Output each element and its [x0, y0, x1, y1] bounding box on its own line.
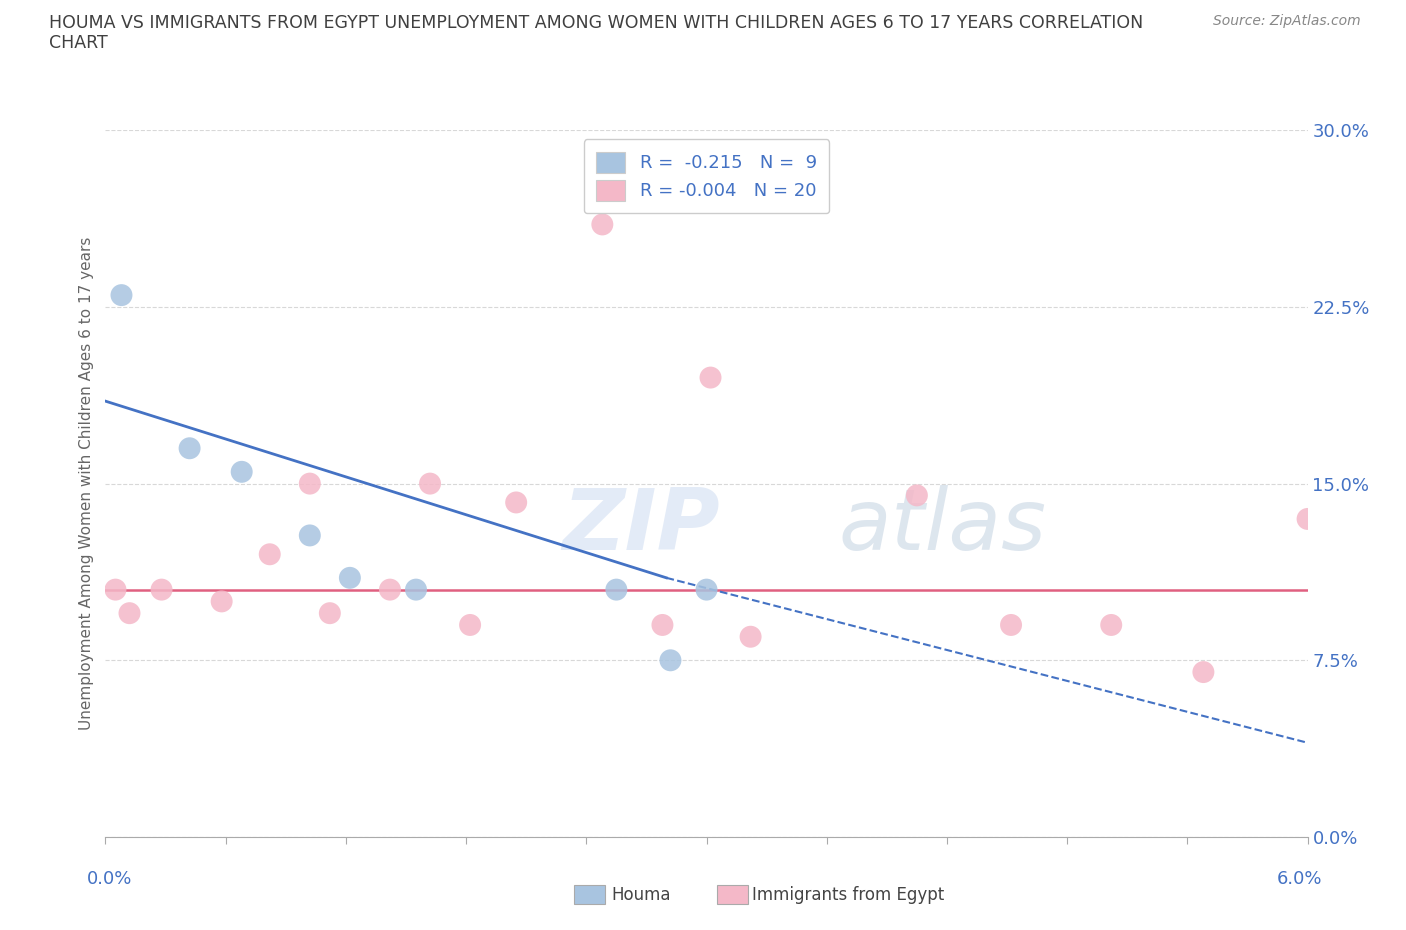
Text: HOUMA VS IMMIGRANTS FROM EGYPT UNEMPLOYMENT AMONG WOMEN WITH CHILDREN AGES 6 TO : HOUMA VS IMMIGRANTS FROM EGYPT UNEMPLOYM…	[49, 14, 1143, 32]
Point	[298, 476, 321, 491]
Point	[505, 495, 527, 510]
Text: 6.0%: 6.0%	[1277, 870, 1322, 888]
Point	[104, 582, 127, 597]
Point	[419, 476, 441, 491]
Point	[699, 370, 721, 385]
Point	[740, 630, 762, 644]
Point	[405, 582, 427, 597]
Point	[695, 582, 717, 597]
Legend: R =  -0.215   N =  9, R = -0.004   N = 20: R = -0.215 N = 9, R = -0.004 N = 20	[583, 140, 830, 214]
Point	[231, 464, 253, 479]
Point	[110, 287, 132, 302]
Point	[339, 570, 361, 585]
Point	[651, 618, 673, 632]
Point	[259, 547, 281, 562]
Point	[150, 582, 173, 597]
Text: Source: ZipAtlas.com: Source: ZipAtlas.com	[1213, 14, 1361, 28]
Text: CHART: CHART	[49, 34, 108, 52]
Text: 0.0%: 0.0%	[87, 870, 132, 888]
Point	[378, 582, 401, 597]
Text: Houma: Houma	[612, 885, 671, 904]
Point	[458, 618, 481, 632]
Text: ZIP: ZIP	[562, 485, 720, 567]
Point	[591, 217, 613, 232]
Point	[179, 441, 201, 456]
Point	[1192, 665, 1215, 680]
Text: Immigrants from Egypt: Immigrants from Egypt	[752, 885, 945, 904]
Point	[319, 605, 342, 620]
Point	[298, 528, 321, 543]
Point	[118, 605, 141, 620]
Point	[1296, 512, 1319, 526]
Text: atlas: atlas	[839, 485, 1046, 567]
Point	[211, 594, 233, 609]
Point	[659, 653, 682, 668]
Y-axis label: Unemployment Among Women with Children Ages 6 to 17 years: Unemployment Among Women with Children A…	[79, 237, 94, 730]
Point	[1000, 618, 1022, 632]
Point	[605, 582, 627, 597]
Point	[905, 488, 928, 503]
Point	[1099, 618, 1122, 632]
